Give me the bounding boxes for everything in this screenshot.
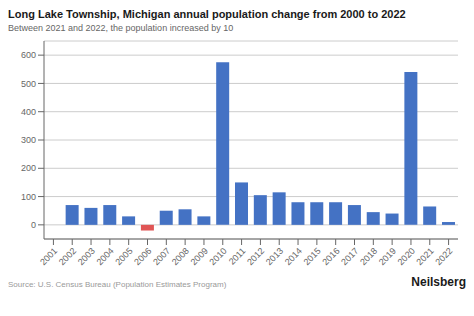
svg-text:2008: 2008	[170, 246, 191, 267]
svg-text:2001: 2001	[38, 246, 59, 267]
svg-text:2006: 2006	[132, 246, 153, 267]
html-text:Between 2021 and 2022, the pop: Between 2021 and 2022, the population in…	[8, 23, 234, 33]
svg-text:100: 100	[21, 192, 36, 202]
svg-text:2016: 2016	[320, 246, 341, 267]
svg-text:500: 500	[21, 79, 36, 89]
svg-text:400: 400	[21, 107, 36, 117]
svg-text:2005: 2005	[113, 246, 134, 267]
html-text:Source: U.S. Census Bureau (Po: Source: U.S. Census Bureau (Population E…	[8, 280, 227, 289]
svg-text:2007: 2007	[151, 246, 172, 267]
html-text:Long Lake Township, Michigan a: Long Lake Township, Michigan annual popu…	[8, 8, 406, 20]
svg-text:2019: 2019	[377, 246, 398, 267]
svg-text:2009: 2009	[189, 246, 210, 267]
svg-text:200: 200	[21, 163, 36, 173]
html-text:Neilsberg: Neilsberg	[411, 275, 466, 289]
svg-text:2013: 2013	[264, 246, 285, 267]
svg-text:2021: 2021	[414, 246, 435, 267]
svg-text:2002: 2002	[57, 246, 78, 267]
svg-text:2018: 2018	[358, 246, 379, 267]
svg-text:600: 600	[21, 50, 36, 60]
svg-text:2004: 2004	[95, 246, 116, 267]
svg-text:2003: 2003	[76, 246, 97, 267]
svg-text:2022: 2022	[433, 246, 454, 267]
svg-text:300: 300	[21, 135, 36, 145]
svg-text:2010: 2010	[207, 246, 228, 267]
svg-text:2020: 2020	[396, 246, 417, 267]
svg-text:2012: 2012	[245, 246, 266, 267]
svg-text:2015: 2015	[302, 246, 323, 267]
svg-text:2011: 2011	[227, 246, 248, 267]
svg-text:2017: 2017	[339, 246, 360, 267]
svg-text:2014: 2014	[283, 246, 304, 267]
svg-text:0: 0	[31, 220, 36, 230]
